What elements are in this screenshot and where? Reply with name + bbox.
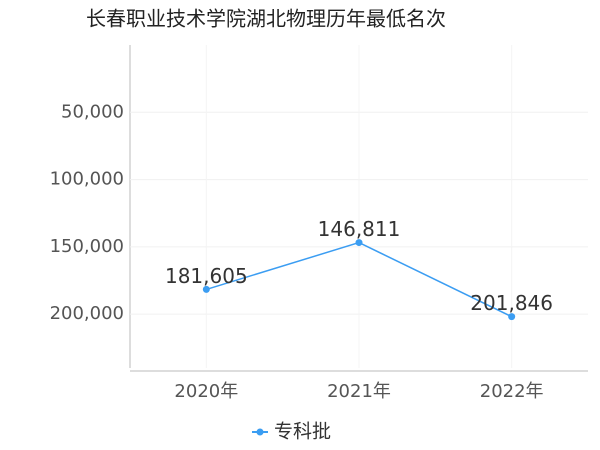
x-tick-label: 2022年 [480,381,544,402]
legend-label: 专科批 [274,421,331,443]
x-tick-label: 2020年 [174,381,238,402]
data-label: 146,811 [318,217,401,241]
data-label: 181,605 [165,264,248,288]
data-point [508,313,516,321]
chart-title: 长春职业技术学院湖北物理历年最低名次 [86,7,446,31]
y-tick-label: 150,000 [50,236,124,257]
y-tick-label: 50,000 [61,101,124,122]
y-tick-label: 200,000 [50,303,124,324]
data-label: 201,846 [470,291,553,315]
data-point [202,285,210,293]
y-tick-label: 100,000 [50,169,124,190]
legend-marker [256,428,264,436]
x-tick-label: 2021年 [327,381,391,402]
data-point [355,239,363,247]
